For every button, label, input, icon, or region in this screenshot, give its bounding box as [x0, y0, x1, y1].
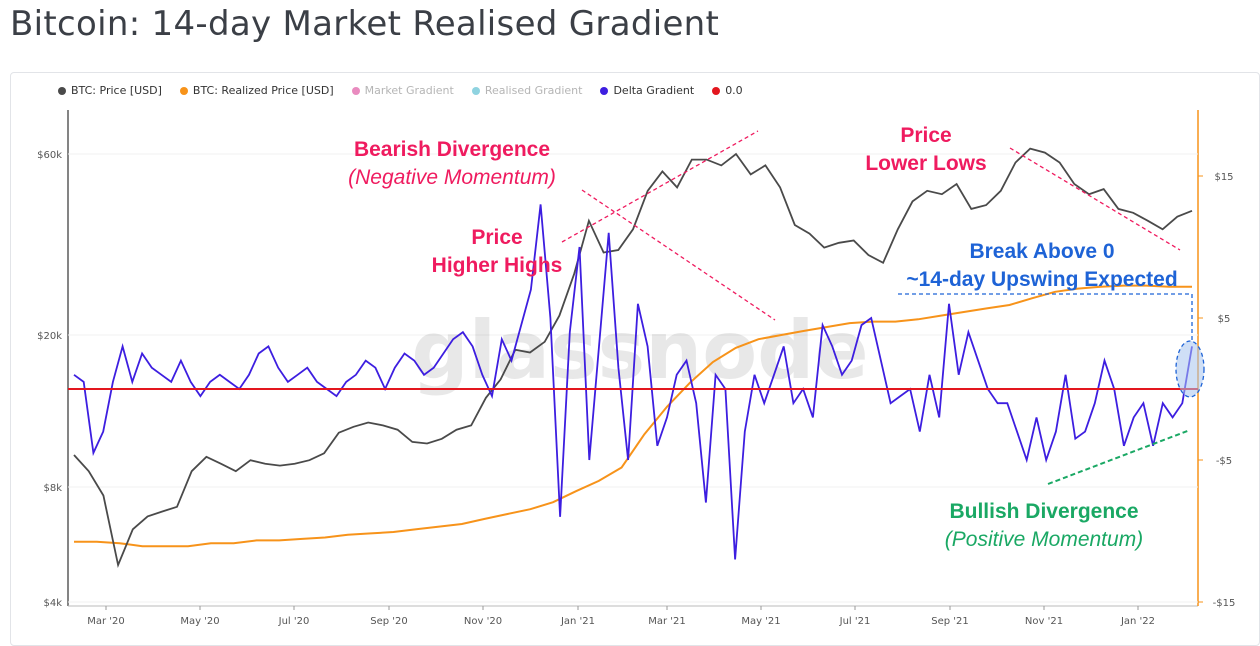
series-btc-price-line — [73, 147, 1193, 569]
legend-item[interactable]: Market Gradient — [351, 84, 454, 97]
annotation-text: Price — [471, 226, 522, 249]
x-tick-label: Nov '20 — [464, 616, 502, 627]
legend-dot-icon — [351, 86, 360, 95]
higher-highs-trendline — [561, 130, 759, 243]
series-delta-gradient-line — [73, 204, 1193, 560]
annotation-text: Bullish Divergence — [949, 500, 1138, 523]
annotation-text: (Negative Momentum) — [348, 166, 556, 189]
annotation-text: Break Above 0 — [969, 240, 1114, 263]
y-left-tick-label: $20k — [37, 331, 62, 342]
annotation-text: Bearish Divergence — [354, 138, 550, 161]
legend-label: BTC: Realized Price [USD] — [192, 84, 334, 97]
x-tick-label: May '20 — [180, 616, 219, 627]
y-left-tick-label: $8k — [43, 483, 62, 494]
legend-item[interactable]: 0.0 — [712, 84, 743, 97]
legend-item[interactable]: Realised Gradient — [471, 84, 583, 97]
legend-item[interactable]: Delta Gradient — [600, 84, 694, 97]
x-tick-label: Jul '20 — [278, 616, 310, 627]
legend-dot-icon — [471, 86, 480, 95]
y-right-tick-label: -$15 — [1213, 598, 1236, 609]
legend-label: Realised Gradient — [484, 84, 583, 97]
x-tick-label: Nov '21 — [1025, 616, 1063, 627]
x-tick-label: Jan '22 — [1120, 616, 1155, 627]
break-above-zero-highlight — [1175, 340, 1205, 398]
x-tick-label: Sep '20 — [370, 616, 408, 627]
chart-legend: BTC: Price [USD] BTC: Realized Price [USD… — [58, 84, 743, 97]
x-tick-label: Mar '20 — [87, 616, 125, 627]
y-right-tick-label: $15 — [1214, 172, 1233, 183]
legend-dot-icon — [179, 86, 188, 95]
x-tick-label: May '21 — [741, 616, 780, 627]
legend-label: Market Gradient — [364, 84, 454, 97]
y-left-tick-label: $60k — [37, 150, 62, 161]
lower-lows-trendline — [1009, 147, 1181, 251]
bullish-divergence-trendline — [1047, 429, 1191, 485]
annotation-text: Lower Lows — [865, 152, 986, 175]
legend-dot-icon — [712, 86, 721, 95]
y-right-tick-label: -$5 — [1216, 456, 1232, 467]
x-tick-label: Jan '21 — [560, 616, 595, 627]
series-realized-price-line — [74, 284, 1192, 548]
annotation-text: Price — [900, 124, 951, 147]
annotation-text: ~14-day Upswing Expected — [906, 268, 1177, 291]
legend-dot-icon — [58, 86, 66, 95]
legend-dot-icon — [600, 86, 609, 95]
watermark-text: glassnode — [411, 304, 868, 397]
annotation-text: Higher Highs — [432, 254, 563, 277]
x-tick-label: Sep '21 — [931, 616, 969, 627]
legend-label: BTC: Price [USD] — [71, 84, 162, 97]
y-right-tick-label: $5 — [1218, 314, 1231, 325]
legend-item[interactable]: BTC: Realized Price [USD] — [179, 84, 334, 97]
page-title: Bitcoin: 14-day Market Realised Gradient — [10, 4, 720, 44]
legend-label: Delta Gradient — [613, 84, 695, 97]
x-tick-label: Jul '21 — [839, 616, 871, 627]
annotation-text: (Positive Momentum) — [945, 528, 1143, 551]
legend-label: 0.0 — [725, 84, 743, 97]
legend-item[interactable]: BTC: Price [USD] — [58, 84, 162, 97]
bearish-divergence-trendline — [581, 189, 776, 321]
x-tick-label: Mar '21 — [648, 616, 686, 627]
y-left-tick-label: $4k — [43, 598, 62, 609]
